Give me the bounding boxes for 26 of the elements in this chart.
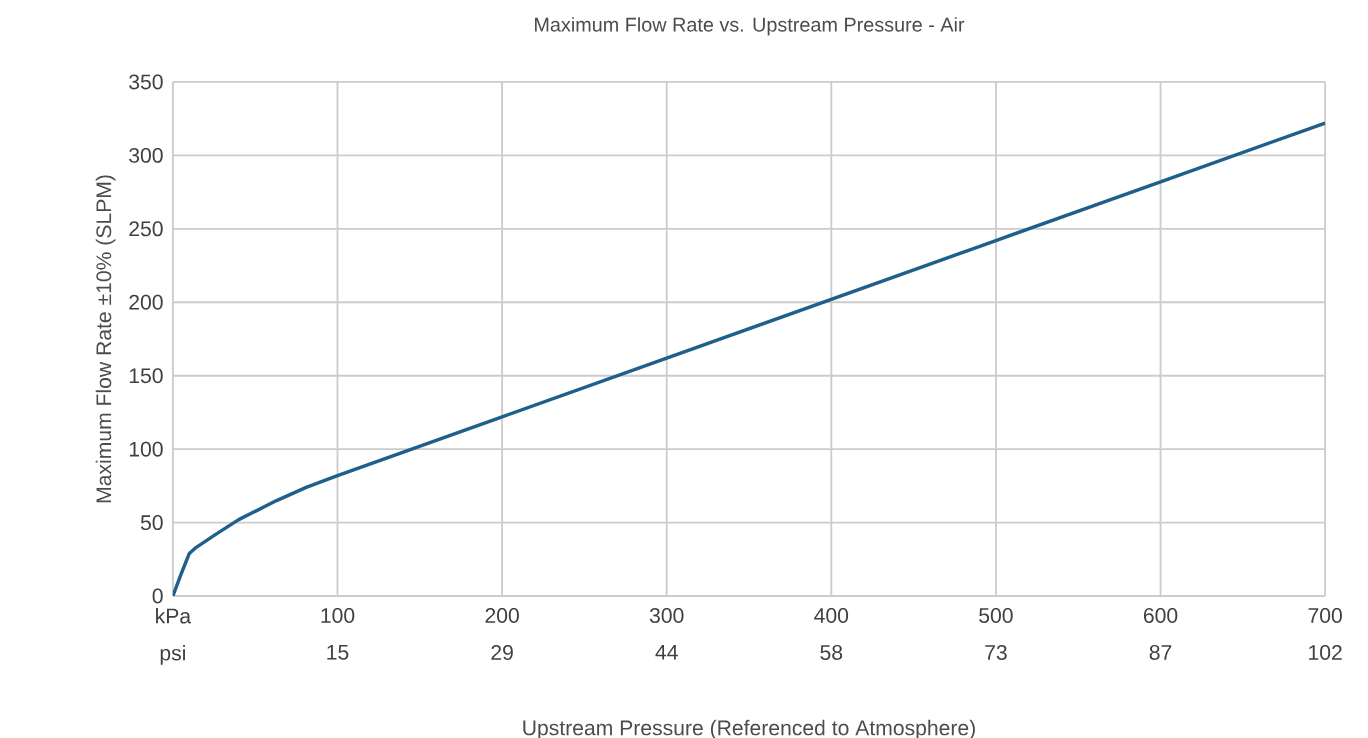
x-tick-label: 100 bbox=[321, 607, 355, 623]
x-tick-label: 400 bbox=[814, 607, 849, 623]
x-tick-label: 600 bbox=[1143, 607, 1178, 623]
x2-tick-label: 29 bbox=[491, 644, 513, 660]
x2-tick-label: 44 bbox=[655, 644, 678, 660]
y-tick-label: 350 bbox=[129, 74, 163, 90]
x2-tick-label: 73 bbox=[985, 644, 1007, 660]
x2-tick-label: 15 bbox=[327, 644, 349, 660]
y-tick-label: 100 bbox=[129, 441, 163, 457]
x-tick-label: 200 bbox=[485, 607, 519, 623]
x-tick-label: kPa bbox=[156, 607, 192, 624]
x-tick-label: 700 bbox=[1308, 607, 1342, 623]
x-tick-label: 500 bbox=[979, 607, 1013, 623]
x2-tick-label: 87 bbox=[1149, 644, 1172, 660]
x2-tick-label: 58 bbox=[820, 644, 843, 660]
y-tick-label: 300 bbox=[129, 147, 163, 163]
x-tick-label: 300 bbox=[649, 607, 684, 623]
y-axis-title: Maximum Flow Rate ±10% (SLPM) bbox=[95, 175, 116, 503]
y-tick-label: 200 bbox=[129, 294, 163, 310]
y-tick-label: 50 bbox=[140, 515, 163, 531]
x2-tick-label: psi bbox=[160, 644, 185, 665]
chart-title: Maximum Flow Rate vs. Upstream Pressure - Air bbox=[535, 17, 965, 36]
y-tick-label: 0 bbox=[152, 588, 163, 604]
x2-tick-label: 102 bbox=[1309, 644, 1342, 660]
y-tick-label: 250 bbox=[129, 221, 163, 237]
y-tick-label: 150 bbox=[129, 368, 163, 384]
